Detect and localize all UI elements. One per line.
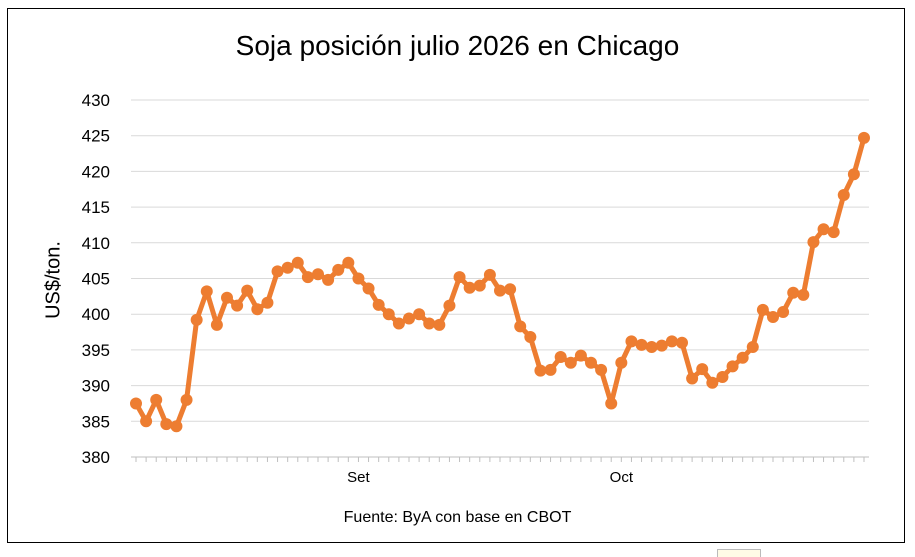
data-point	[514, 320, 527, 333]
data-point	[605, 397, 618, 410]
series-group	[130, 131, 870, 433]
data-point	[716, 371, 729, 384]
data-point	[382, 308, 395, 321]
data-point	[160, 418, 173, 431]
y-tick-label: 400	[82, 305, 110, 324]
data-point	[281, 261, 294, 274]
data-point	[858, 131, 870, 144]
data-point	[200, 285, 213, 298]
data-point	[413, 308, 426, 321]
data-point	[736, 351, 749, 364]
data-point	[362, 282, 375, 295]
data-point	[625, 335, 638, 348]
y-tick-label: 390	[82, 377, 110, 396]
data-point	[261, 296, 274, 309]
y-tick-label: 420	[82, 162, 110, 181]
y-tick-label: 410	[82, 234, 110, 253]
chart-title: Soja posición julio 2026 en Chicago	[235, 30, 680, 61]
series-line	[133, 135, 867, 429]
data-point	[696, 363, 709, 376]
data-point	[574, 349, 587, 362]
data-point	[676, 336, 688, 349]
data-point	[767, 311, 779, 324]
data-point	[322, 273, 335, 286]
data-point	[271, 265, 284, 278]
data-point	[352, 272, 365, 285]
y-tick-label: 405	[82, 270, 110, 289]
data-point	[504, 283, 517, 296]
data-point	[847, 168, 860, 181]
data-point	[564, 356, 577, 369]
y-tick-label: 395	[82, 341, 110, 360]
data-point	[190, 313, 203, 326]
data-point	[251, 303, 264, 316]
data-point	[554, 351, 567, 364]
data-point	[817, 223, 830, 236]
data-point	[463, 281, 476, 294]
data-point	[746, 341, 759, 354]
data-point	[807, 236, 820, 249]
data-point	[372, 298, 385, 311]
data-point	[423, 317, 436, 330]
data-point	[453, 271, 466, 284]
data-point	[301, 271, 314, 284]
data-point	[130, 397, 142, 410]
data-point	[787, 286, 800, 299]
source-note: Fuente: ByA con base en CBOT	[343, 509, 572, 526]
data-point	[342, 256, 355, 269]
data-point	[585, 356, 597, 369]
data-point	[210, 318, 223, 331]
tooltip-stub	[717, 549, 761, 557]
data-point	[392, 317, 405, 330]
x-tick-label: Set	[347, 469, 370, 486]
data-point	[332, 263, 345, 276]
x-axis: Set Oct	[135, 457, 865, 486]
data-point	[473, 279, 486, 292]
data-point	[595, 363, 608, 376]
data-point	[483, 268, 496, 281]
data-point	[756, 303, 769, 316]
data-point	[140, 415, 153, 428]
data-point	[665, 335, 678, 348]
data-point	[827, 226, 840, 239]
data-point	[534, 364, 547, 377]
y-tick-label: 385	[82, 412, 110, 431]
data-point	[241, 284, 254, 297]
data-point	[291, 256, 304, 269]
data-point	[635, 338, 648, 351]
data-point	[433, 318, 446, 331]
data-point	[170, 420, 183, 433]
data-point	[231, 299, 244, 312]
data-point	[494, 284, 506, 297]
data-point	[312, 268, 324, 281]
data-point	[797, 288, 810, 301]
data-point	[655, 339, 668, 352]
data-point	[150, 393, 163, 406]
y-tick-label: 380	[82, 448, 110, 467]
data-point	[686, 372, 699, 385]
data-point	[221, 291, 233, 304]
data-point	[403, 312, 415, 325]
y-tick-labels: 380 385 390 395 400 405 410 415 420 425 430	[82, 91, 110, 467]
y-tick-label: 415	[82, 198, 110, 217]
data-point	[615, 356, 628, 369]
data-point	[726, 360, 739, 373]
y-tick-label: 425	[82, 127, 110, 146]
data-point	[180, 393, 193, 406]
gridlines	[131, 99, 869, 458]
data-point	[706, 376, 719, 389]
data-point	[645, 341, 658, 354]
data-point	[544, 363, 557, 376]
x-tick-label: Oct	[610, 469, 634, 486]
data-point	[777, 306, 790, 319]
data-point	[837, 188, 850, 201]
data-point	[524, 331, 537, 344]
data-point	[443, 299, 456, 312]
y-tick-label: 430	[82, 91, 110, 110]
